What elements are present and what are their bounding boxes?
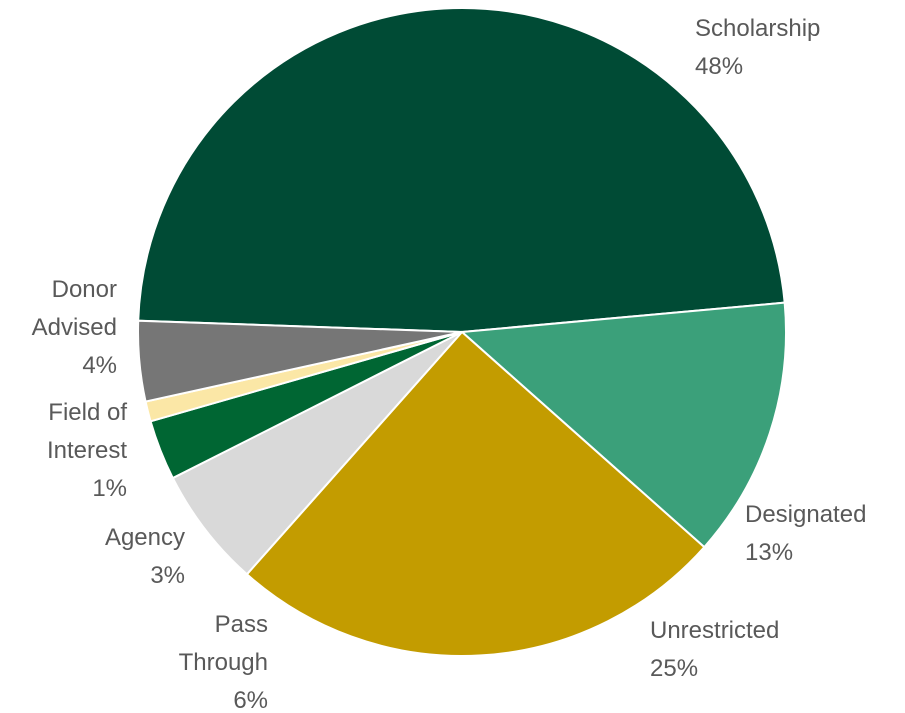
pie-slice-unrestricted: [245, 330, 706, 657]
slice-label-designated: Designated 13%: [745, 501, 866, 566]
pie-slice-designated: [459, 301, 788, 549]
slice-label-unrestricted: Unrestricted 25%: [650, 617, 779, 682]
pie-slices: [137, 7, 788, 657]
pie-slice-pass-through: [171, 331, 463, 576]
pie-slice-scholarship: [137, 7, 786, 334]
slice-label-donor-advised: Donor Advised 4%: [32, 276, 117, 379]
slice-label-field-of-interest: Field of Interest 1%: [47, 399, 127, 502]
slice-label-agency: Agency 3%: [105, 524, 185, 589]
pie-slice-donor-advised: [137, 319, 463, 403]
slice-label-pass-through: Pass Through 6%: [179, 611, 268, 713]
slice-labels: Scholarship 48% Designated 13% Unrestricted 2…: [32, 15, 867, 713]
slice-label-scholarship: Scholarship 48%: [695, 15, 820, 80]
